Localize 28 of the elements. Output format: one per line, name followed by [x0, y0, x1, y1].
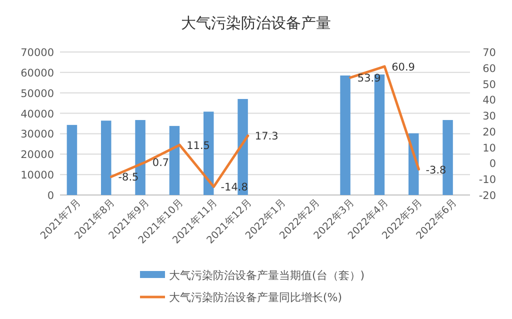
y2-tick-label: -20	[478, 190, 496, 202]
y-tick-label: 50000	[20, 88, 54, 100]
y-tick-label: 70000	[20, 47, 54, 59]
y-tick-label: 30000	[20, 128, 54, 141]
y2-tick-label: 60	[482, 62, 496, 75]
y-tick-label: 0	[47, 190, 54, 202]
y-tick-label: 60000	[20, 67, 54, 80]
y2-tick-label: 0	[489, 158, 496, 170]
y-tick-label: 20000	[20, 149, 54, 162]
data-label: 60.9	[392, 61, 415, 74]
y2-tick-label: 70	[482, 47, 496, 59]
legend-label: 大气污染防治设备产量当期值(台（套）)	[169, 269, 365, 282]
data-label: 17.3	[254, 130, 278, 143]
y2-tick-label: 40	[482, 94, 496, 107]
y2-tick-label: 20	[482, 126, 496, 138]
bar	[66, 124, 78, 195]
data-label: 0.7	[152, 157, 170, 170]
y2-tick-label: -10	[478, 174, 496, 186]
y2-tick-label: 50	[482, 78, 496, 91]
bar	[340, 75, 350, 195]
bar	[101, 120, 112, 195]
y2-tick-label: 10	[482, 142, 496, 154]
y-tick-label: 40000	[20, 108, 54, 120]
bar	[169, 126, 180, 195]
y2-tick-label: 30	[482, 110, 496, 123]
legend-label: 大气污染防治设备产量同比增长(%)	[169, 291, 342, 304]
y-tick-label: 10000	[20, 170, 54, 182]
chart-title: 大气污染防治设备产量	[181, 14, 331, 32]
